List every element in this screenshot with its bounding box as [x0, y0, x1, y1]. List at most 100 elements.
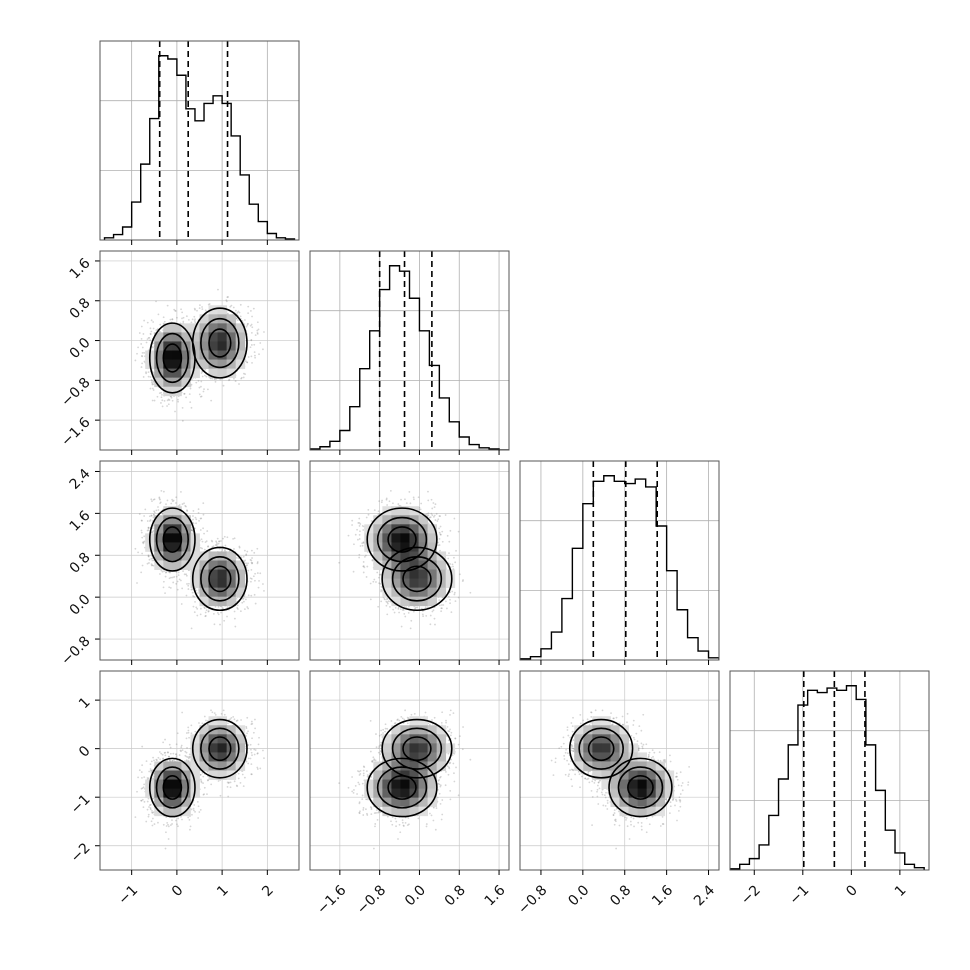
scatter-point	[222, 537, 224, 540]
scatter-point	[232, 306, 235, 309]
scatter-point	[146, 562, 149, 565]
scatter-point	[143, 319, 146, 322]
scatter-point	[252, 307, 255, 310]
scatter-point	[247, 356, 250, 358]
scatter-point	[221, 548, 224, 551]
scatter-point	[256, 331, 259, 334]
density-cell	[217, 305, 228, 315]
scatter-point	[189, 387, 192, 390]
panel-frame	[99, 40, 300, 241]
density-cell	[208, 314, 218, 324]
scatter-point	[146, 529, 149, 532]
scatter-point	[247, 322, 249, 325]
scatter-point	[159, 501, 162, 504]
scatter-point	[161, 393, 163, 396]
scatter-point	[151, 399, 154, 402]
scatter-point	[237, 557, 240, 560]
scatter-point	[195, 518, 198, 521]
scatter-point	[216, 543, 218, 545]
scatter-point	[252, 575, 255, 578]
density-cell	[172, 323, 182, 333]
scatter-point	[246, 361, 249, 364]
scatter-point	[237, 608, 239, 610]
y-tick-label: 0.8	[67, 295, 94, 322]
scatter-point	[191, 318, 194, 321]
density-cell	[235, 350, 246, 360]
density-cell	[190, 332, 200, 342]
scatter-point	[241, 601, 244, 604]
scatter-point	[140, 519, 143, 522]
scatter-point	[251, 562, 253, 565]
scatter-point	[192, 518, 194, 521]
scatter-point	[172, 581, 175, 584]
scatter-point	[140, 531, 143, 534]
scatter-point	[202, 527, 204, 530]
scatter-point	[149, 333, 152, 336]
scatter-point	[148, 515, 151, 518]
scatter-point	[150, 514, 153, 517]
scatter-point	[238, 311, 241, 314]
histogram-step	[103, 55, 296, 240]
scatter-point	[237, 310, 240, 313]
scatter-point	[169, 318, 172, 321]
scatter-point	[160, 489, 163, 492]
scatter-point	[242, 372, 245, 375]
scatter-point	[236, 311, 239, 314]
scatter-point	[160, 391, 163, 394]
scatter-point	[185, 396, 188, 399]
scatter-point	[183, 393, 186, 395]
density-cell	[226, 332, 237, 342]
scatter-point	[202, 513, 205, 516]
scatter-point	[258, 579, 260, 582]
scatter-point	[256, 572, 259, 574]
scatter-point	[246, 323, 249, 325]
scatter-point	[205, 609, 208, 612]
scatter-point	[140, 325, 143, 328]
density-cell	[235, 341, 246, 351]
contour-line	[191, 307, 248, 379]
scatter-point	[141, 564, 144, 567]
density-cell	[217, 323, 228, 333]
density-cell	[217, 350, 228, 360]
scatter-point	[159, 502, 162, 505]
scatter-point	[181, 587, 184, 590]
scatter-point	[173, 308, 176, 311]
scatter-point	[148, 336, 151, 339]
scatter-point	[199, 304, 201, 307]
scatter-point	[203, 388, 205, 391]
scatter-point	[257, 328, 260, 331]
scatter-point	[171, 399, 174, 402]
scatter-point	[159, 498, 161, 501]
scatter-point	[239, 610, 242, 613]
scatter-point	[204, 541, 207, 544]
scatter-point	[207, 388, 209, 391]
scatter-point	[250, 323, 253, 326]
scatter-point	[151, 564, 154, 567]
scatter-point	[250, 549, 253, 552]
scatter-point	[238, 546, 241, 549]
scatter-point	[190, 529, 193, 532]
scatter-point	[214, 544, 217, 546]
scatter-point	[247, 562, 249, 565]
scatter-point	[138, 513, 141, 515]
scatter-point	[147, 337, 150, 339]
scatter-point	[194, 318, 196, 321]
y-tick-label: −0.8	[58, 375, 93, 410]
scatter-point	[165, 571, 167, 574]
scatter-point	[171, 500, 174, 503]
scatter-point	[245, 360, 247, 363]
scatter-point	[145, 341, 148, 344]
scatter-point	[246, 564, 248, 566]
scatter-point	[211, 540, 214, 543]
scatter-point	[194, 516, 197, 519]
scatter-point	[201, 308, 204, 311]
scatter-point	[145, 372, 148, 375]
scatter-point	[191, 591, 194, 594]
scatter-point	[151, 383, 154, 386]
scatter-point	[190, 321, 193, 324]
density-cell	[163, 350, 173, 360]
scatter-point	[149, 339, 152, 342]
scatter-point	[178, 578, 181, 581]
scatter-point	[174, 310, 177, 312]
